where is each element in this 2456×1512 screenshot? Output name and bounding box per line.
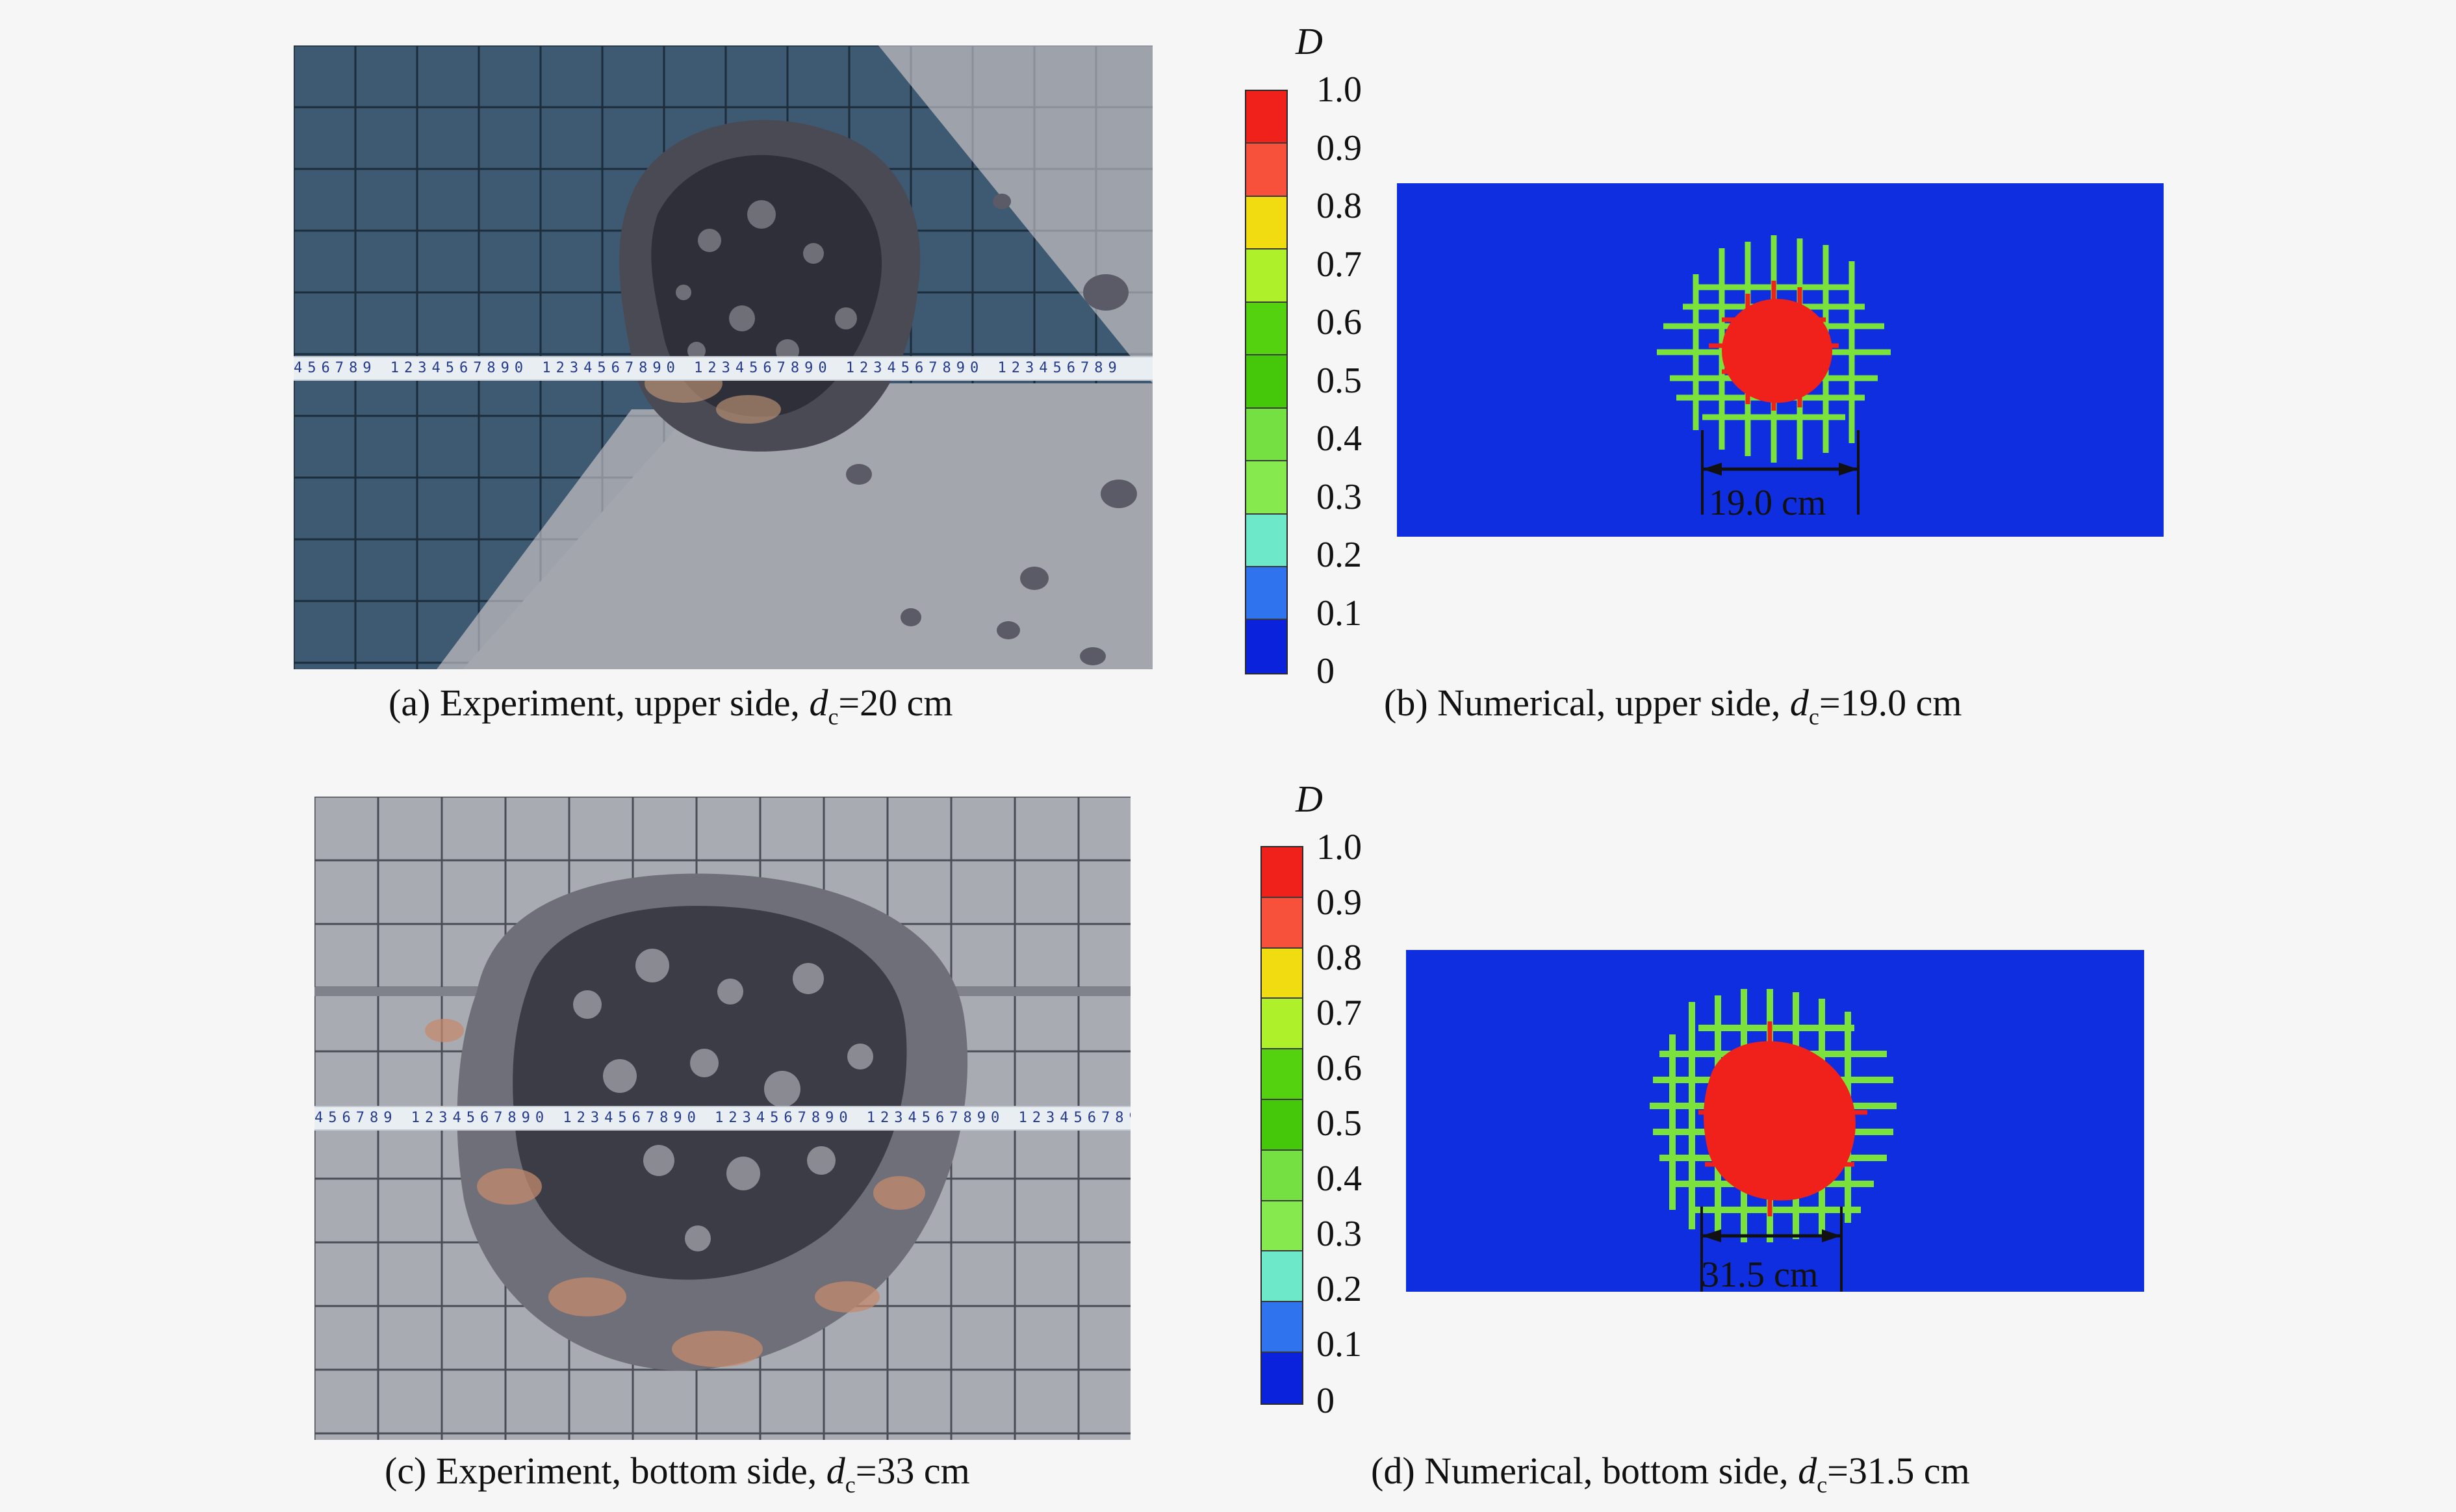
caption-c: (c) Experiment, bottom side, dc=33 cm xyxy=(385,1450,970,1498)
cbar-seg-5 xyxy=(1262,1049,1302,1100)
measuring-tape-upper: 456789 1234567890 1234567890 1234567890 … xyxy=(294,356,1153,381)
tick-0-8: 0.8 xyxy=(1316,938,1362,978)
measuring-tape-bottom: 456789 1234567890 1234567890 1234567890 … xyxy=(314,1106,1131,1131)
colorbar-label-upper: D xyxy=(1296,20,1323,62)
simulation-bottom xyxy=(1406,950,2144,1292)
cbar-seg-4 xyxy=(1246,250,1286,303)
cbar-seg-8 xyxy=(1246,461,1286,515)
cbar-seg-11 xyxy=(1262,1352,1302,1403)
tick-0-9: 0.9 xyxy=(1316,882,1362,923)
caption-a: (a) Experiment, upper side, dc=20 cm xyxy=(389,682,953,730)
cbar-seg-3 xyxy=(1262,948,1302,999)
cbar-seg-5 xyxy=(1246,302,1286,356)
cbar-seg-10 xyxy=(1262,1302,1302,1353)
cbar-seg-7 xyxy=(1246,408,1286,462)
tick-0-5: 0.5 xyxy=(1316,361,1362,401)
dimension-label-upper: 19.0 cm xyxy=(1709,483,1826,523)
tick-0-2: 0.2 xyxy=(1316,1269,1362,1309)
cbar-seg-8 xyxy=(1262,1201,1302,1252)
tick-0: 0 xyxy=(1316,1381,1335,1421)
tick-0-3: 0.3 xyxy=(1316,1214,1362,1254)
cbar-seg-7 xyxy=(1262,1150,1302,1201)
tick-0: 0 xyxy=(1316,651,1335,691)
cbar-seg-6 xyxy=(1246,355,1286,409)
colorbar-upper xyxy=(1245,90,1288,674)
colorbar-bottom xyxy=(1260,846,1303,1405)
colorbar-label-bottom: D xyxy=(1296,778,1323,820)
tick-0-5: 0.5 xyxy=(1316,1103,1362,1144)
tick-1-0: 1.0 xyxy=(1316,70,1362,110)
photo-experiment-upper: 456789 1234567890 1234567890 1234567890 … xyxy=(294,45,1153,669)
damage-map-bottom xyxy=(1650,989,1897,1292)
cbar-seg-2 xyxy=(1246,144,1286,197)
damage-map-upper xyxy=(1657,235,1891,515)
tick-0-7: 0.7 xyxy=(1316,244,1362,285)
caption-b: (b) Numerical, upper side, dc=19.0 cm xyxy=(1384,682,1962,730)
tick-0-1: 0.1 xyxy=(1316,1324,1362,1365)
tick-0-1: 0.1 xyxy=(1316,593,1362,634)
cbar-seg-1 xyxy=(1246,91,1286,144)
cbar-seg-6 xyxy=(1262,1099,1302,1151)
tick-0-6: 0.6 xyxy=(1316,1048,1362,1088)
cbar-seg-1 xyxy=(1262,847,1302,898)
tick-0-6: 0.6 xyxy=(1316,302,1362,342)
cbar-seg-10 xyxy=(1246,567,1286,621)
cbar-seg-2 xyxy=(1262,897,1302,949)
photo-experiment-bottom: 456789 1234567890 1234567890 1234567890 … xyxy=(314,797,1131,1440)
cbar-seg-9 xyxy=(1246,514,1286,567)
tick-0-2: 0.2 xyxy=(1316,535,1362,575)
cbar-seg-3 xyxy=(1246,196,1286,250)
cbar-seg-11 xyxy=(1246,620,1286,673)
tick-0-7: 0.7 xyxy=(1316,993,1362,1033)
tick-0-9: 0.9 xyxy=(1316,128,1362,168)
tick-0-4: 0.4 xyxy=(1316,1159,1362,1199)
cbar-seg-9 xyxy=(1262,1251,1302,1303)
tick-0-3: 0.3 xyxy=(1316,477,1362,517)
tick-0-8: 0.8 xyxy=(1316,186,1362,226)
tick-1-0: 1.0 xyxy=(1316,827,1362,867)
dimension-label-bottom: 31.5 cm xyxy=(1701,1255,1819,1295)
caption-d: (d) Numerical, bottom side, dc=31.5 cm xyxy=(1371,1450,1970,1498)
cbar-seg-4 xyxy=(1262,999,1302,1050)
tick-0-4: 0.4 xyxy=(1316,418,1362,459)
simulation-upper xyxy=(1397,183,2164,537)
